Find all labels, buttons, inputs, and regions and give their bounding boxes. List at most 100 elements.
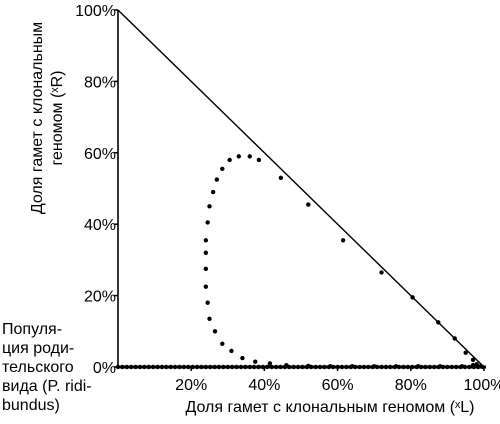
data-point [284, 363, 289, 368]
baseline-point [212, 364, 217, 370]
data-point [220, 341, 225, 346]
baseline-point [186, 364, 191, 370]
baseline-point [168, 364, 173, 370]
data-point [203, 266, 209, 272]
baseline-point [291, 364, 296, 370]
data-point [340, 238, 346, 243]
data-point [253, 359, 258, 364]
data-point [452, 336, 457, 341]
baseline-point [194, 364, 200, 370]
baseline-point [221, 364, 226, 370]
baseline-point [278, 364, 283, 370]
data-point [207, 316, 212, 322]
data-point [350, 364, 355, 369]
y-axis-title-line: геномом (ˣR) [49, 71, 66, 166]
data-point [415, 364, 421, 369]
baseline-point [445, 364, 450, 370]
y-axis-title: Доля гамет с клональным геномом (ˣR) [29, 22, 66, 214]
data-point [247, 154, 252, 159]
baseline-point [467, 364, 472, 370]
data-point [203, 238, 209, 243]
diagonal-boundary-line [117, 9, 485, 368]
origin-annotation-line: Популя- [2, 321, 62, 338]
y-tick-label: 100% [75, 3, 116, 20]
y-tick-label: 60% [84, 146, 116, 163]
x-tick-label: 100% [464, 377, 500, 394]
data-point [212, 329, 218, 334]
data-point [205, 300, 210, 305]
axis-titles: Доля гамет с клональным геномом (ˣL) Доля… [2, 22, 475, 416]
baseline-point [150, 364, 156, 370]
y-tick-label: 40% [84, 217, 116, 234]
x-tick-label: 20% [175, 377, 207, 394]
baseline-point [177, 364, 182, 370]
baseline-point [401, 364, 406, 370]
baseline-point [366, 364, 371, 370]
baseline-point [383, 364, 389, 370]
origin-annotation-line: вида (P. ridi- [2, 378, 92, 395]
baseline-point [265, 364, 270, 370]
baseline-point [238, 364, 244, 370]
axes [114, 9, 486, 371]
baseline-point [229, 364, 235, 370]
data-point [470, 363, 476, 368]
x-axis-title: Доля гамет с клональным геномом (ˣL) [185, 399, 474, 416]
y-tick-label: 20% [84, 289, 116, 306]
baseline-point [142, 364, 147, 370]
baseline-point [449, 364, 454, 370]
baseline-point [317, 364, 323, 370]
baseline-point [137, 364, 143, 370]
baseline-point [256, 364, 261, 370]
baseline-point [453, 364, 459, 370]
baseline-point [243, 364, 248, 370]
baseline-point [432, 364, 437, 370]
data-point [410, 295, 415, 300]
baseline-point [273, 364, 279, 370]
baseline-point [322, 364, 327, 370]
baseline-point [172, 364, 178, 370]
data-point [214, 177, 220, 182]
baseline-point [159, 364, 165, 370]
baseline-point [146, 364, 151, 370]
baseline-point [361, 364, 367, 370]
data-point [278, 175, 284, 180]
data-point [220, 166, 225, 172]
baseline-point [388, 364, 393, 370]
baseline-point [251, 364, 257, 370]
origin-annotation-line: bundus) [2, 397, 60, 414]
baseline-point [379, 364, 384, 370]
baseline-point [225, 364, 230, 370]
data-point [463, 350, 468, 355]
origin-annotation-line: ция роди- [2, 340, 74, 357]
x-tick-label: 60% [322, 377, 354, 394]
baseline-point [190, 364, 195, 370]
data-point [372, 364, 377, 369]
data-point [240, 355, 245, 361]
data-point [393, 364, 399, 369]
baseline-point [216, 364, 222, 370]
baseline-point [124, 364, 129, 370]
baseline-point [133, 364, 138, 370]
data-point [210, 189, 216, 195]
baseline-point [155, 364, 160, 370]
data-point [437, 364, 443, 369]
baseline-point [199, 364, 204, 370]
x-tick-label: 40% [248, 377, 280, 394]
baseline-point [423, 364, 428, 370]
data-point [474, 361, 479, 367]
baseline-point [260, 364, 266, 370]
baseline-point [344, 364, 349, 370]
baseline-point [120, 364, 125, 370]
baseline-point [313, 364, 318, 370]
data-point [459, 364, 465, 369]
baseline-point [115, 364, 121, 370]
baseline-point [247, 364, 252, 370]
data-points [115, 154, 485, 370]
data-point [267, 361, 273, 366]
data-point [306, 363, 311, 369]
data-point [478, 364, 483, 369]
data-point [236, 154, 241, 159]
data-point [203, 284, 209, 289]
